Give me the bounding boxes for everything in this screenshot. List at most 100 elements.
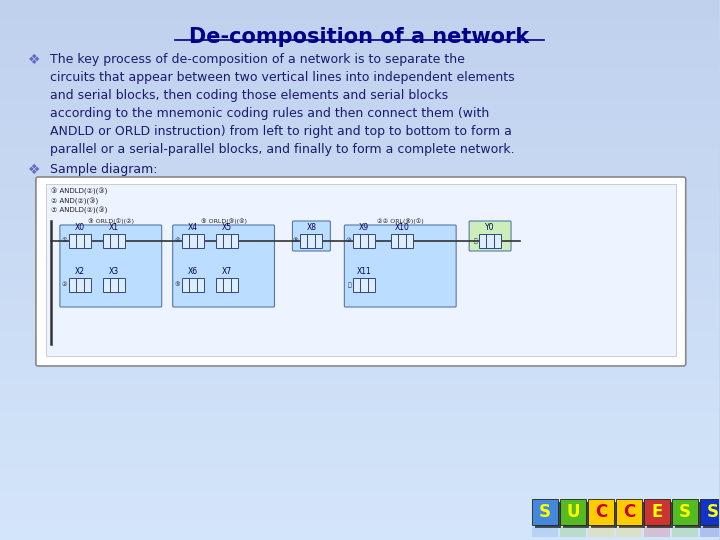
Text: ⑤: ⑤ xyxy=(174,282,180,287)
Bar xyxy=(0,380,719,390)
Text: U: U xyxy=(566,503,580,521)
Bar xyxy=(0,490,719,500)
Bar xyxy=(391,234,413,248)
Text: De-composition of a network: De-composition of a network xyxy=(189,27,529,47)
Bar xyxy=(0,430,719,440)
Text: ④: ④ xyxy=(174,239,180,244)
Text: X6: X6 xyxy=(188,267,198,276)
Bar xyxy=(532,499,558,525)
Text: according to the mnemonic coding rules and then connect them (with: according to the mnemonic coding rules a… xyxy=(50,107,489,120)
Bar xyxy=(0,80,719,90)
FancyBboxPatch shape xyxy=(36,177,685,366)
Text: S: S xyxy=(679,503,690,521)
Bar xyxy=(0,480,719,490)
Bar xyxy=(0,140,719,150)
Text: ❖: ❖ xyxy=(28,53,40,67)
Bar xyxy=(0,420,719,430)
Bar xyxy=(675,502,701,528)
Bar xyxy=(0,500,719,510)
Bar xyxy=(0,360,719,370)
Bar xyxy=(0,170,719,180)
Bar xyxy=(560,527,586,537)
FancyBboxPatch shape xyxy=(60,225,162,307)
Bar xyxy=(0,70,719,80)
Bar xyxy=(0,290,719,300)
Bar xyxy=(700,527,720,537)
FancyBboxPatch shape xyxy=(173,225,274,307)
Bar xyxy=(46,184,676,356)
Text: X10: X10 xyxy=(395,223,410,232)
Bar xyxy=(672,527,698,537)
Bar xyxy=(0,40,719,50)
Bar xyxy=(0,50,719,60)
Bar xyxy=(0,250,719,260)
Bar xyxy=(103,278,125,292)
Bar xyxy=(672,499,698,525)
Text: S: S xyxy=(706,503,719,521)
Text: and serial blocks, then coding those elements and serial blocks: and serial blocks, then coding those ele… xyxy=(50,89,448,102)
Text: ②② ORL(⑧)(①): ②② ORL(⑧)(①) xyxy=(377,218,423,224)
Bar xyxy=(103,234,125,248)
Bar xyxy=(0,310,719,320)
Text: X4: X4 xyxy=(188,223,198,232)
Bar xyxy=(0,90,719,100)
Bar xyxy=(0,470,719,480)
Bar xyxy=(616,499,642,525)
Bar xyxy=(532,527,558,537)
Bar xyxy=(591,502,617,528)
Bar xyxy=(703,502,720,528)
Bar xyxy=(644,527,670,537)
Text: X11: X11 xyxy=(357,267,372,276)
Bar xyxy=(69,234,91,248)
Text: circuits that appear between two vertical lines into independent elements: circuits that appear between two vertica… xyxy=(50,71,515,84)
Text: ③ ORLD(①)(②): ③ ORLD(①)(②) xyxy=(88,218,134,224)
Bar xyxy=(0,330,719,340)
Text: ⑦ ANDLD(②)(③): ⑦ ANDLD(②)(③) xyxy=(51,207,107,214)
Text: ⑩: ⑩ xyxy=(346,239,351,244)
Bar xyxy=(0,260,719,270)
Bar xyxy=(0,300,719,310)
Bar xyxy=(354,278,375,292)
Bar xyxy=(479,234,501,248)
Bar xyxy=(0,10,719,20)
Bar xyxy=(560,499,586,525)
Text: ⑧: ⑧ xyxy=(293,239,298,244)
Text: ①: ① xyxy=(61,239,67,244)
Bar xyxy=(69,278,91,292)
Text: ANDLD or ORLD instruction) from left to right and top to bottom to form a: ANDLD or ORLD instruction) from left to … xyxy=(50,125,512,138)
Text: Y0: Y0 xyxy=(485,223,495,232)
Bar xyxy=(535,502,561,528)
Text: ⑤ ORLD(③)(④): ⑤ ORLD(③)(④) xyxy=(201,218,246,224)
Bar xyxy=(700,499,720,525)
Bar xyxy=(354,234,375,248)
Bar xyxy=(0,160,719,170)
Text: S: S xyxy=(539,503,551,521)
Bar xyxy=(215,234,238,248)
Bar xyxy=(0,180,719,190)
Bar xyxy=(616,527,642,537)
Text: X0: X0 xyxy=(75,223,85,232)
Bar xyxy=(0,340,719,350)
Text: ❖: ❖ xyxy=(28,163,40,177)
Text: ⑪: ⑪ xyxy=(348,282,351,288)
Bar xyxy=(0,450,719,460)
Text: ②: ② xyxy=(61,282,67,287)
Bar xyxy=(181,278,204,292)
Bar xyxy=(0,100,719,110)
Bar xyxy=(0,30,719,40)
Bar xyxy=(0,320,719,330)
Text: parallel or a serial-parallel blocks, and finally to form a complete network.: parallel or a serial-parallel blocks, an… xyxy=(50,143,515,156)
Bar xyxy=(0,410,719,420)
Bar xyxy=(0,230,719,240)
Bar xyxy=(0,370,719,380)
Bar xyxy=(0,60,719,70)
Bar xyxy=(0,460,719,470)
Text: X3: X3 xyxy=(109,267,119,276)
Bar xyxy=(0,530,719,540)
Text: ③ ANDLD(②)(③): ③ ANDLD(②)(③) xyxy=(51,188,107,195)
Bar xyxy=(0,240,719,250)
Bar xyxy=(618,502,645,528)
Text: X9: X9 xyxy=(359,223,369,232)
Text: X2: X2 xyxy=(75,267,85,276)
Text: ⑭: ⑭ xyxy=(473,238,477,244)
